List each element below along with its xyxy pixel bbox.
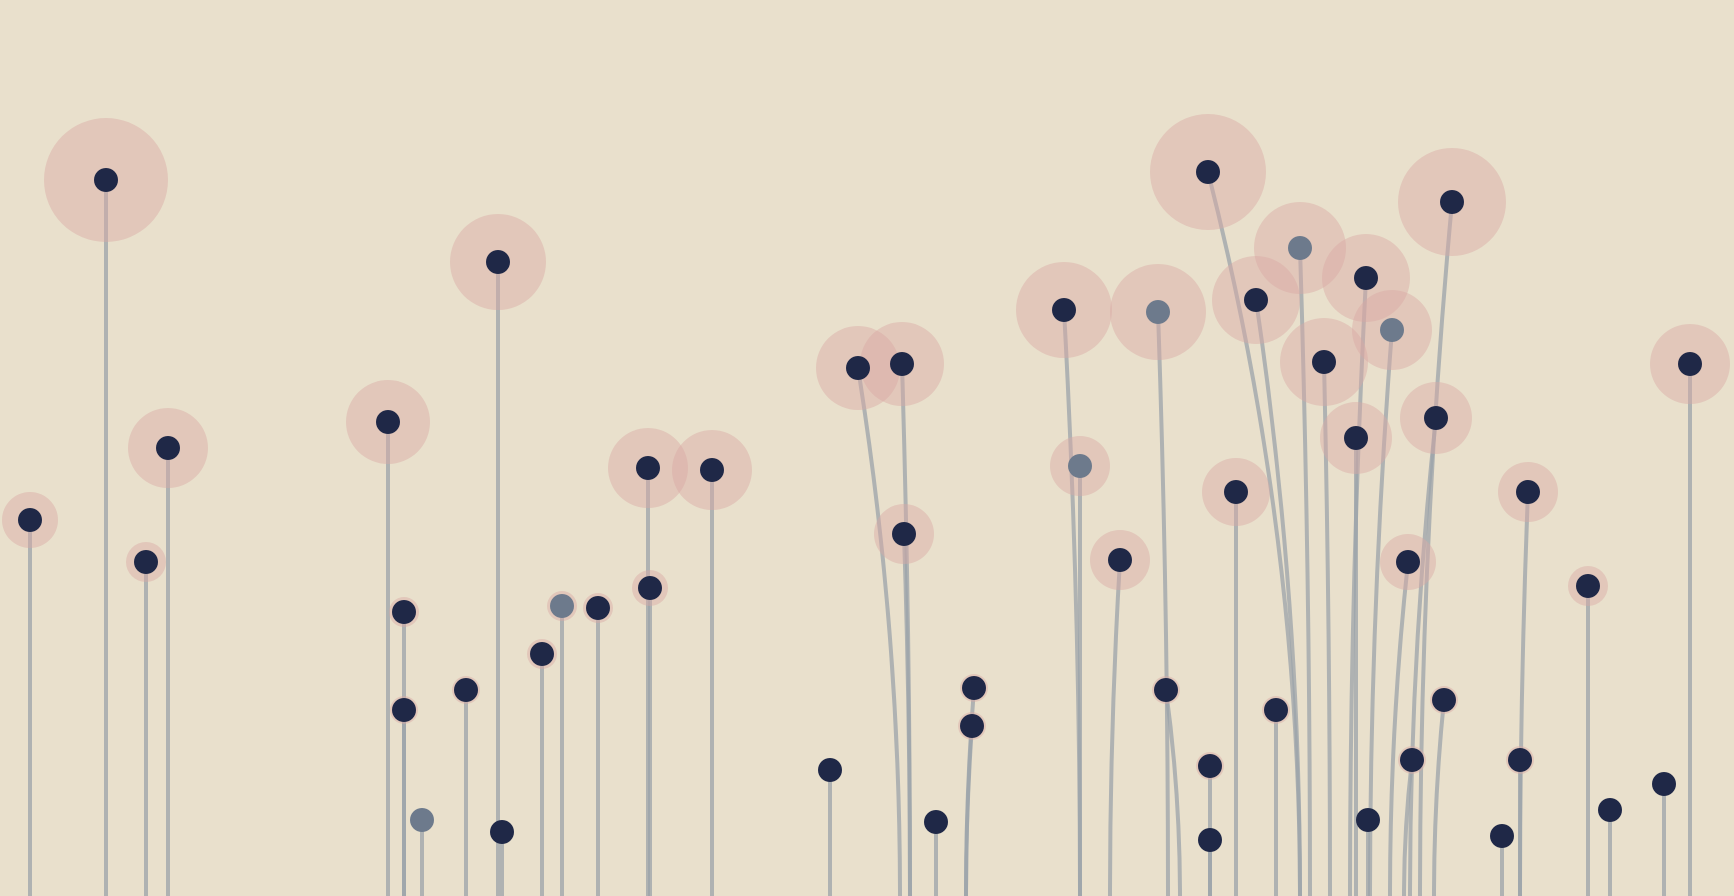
node-head	[818, 758, 842, 782]
lollipop-diagram	[0, 0, 1734, 896]
node-head	[1244, 288, 1268, 312]
node-head	[1288, 236, 1312, 260]
node-head	[1312, 350, 1336, 374]
stem	[858, 368, 900, 896]
halos-layer	[2, 114, 1730, 780]
node-head	[700, 458, 724, 482]
node-head	[1598, 798, 1622, 822]
node-head	[1440, 190, 1464, 214]
node-head	[550, 594, 574, 618]
node-head	[18, 508, 42, 532]
node-head	[960, 714, 984, 738]
node-head	[392, 600, 416, 624]
node-head	[1146, 300, 1170, 324]
node-head	[1380, 318, 1404, 342]
node-head	[1576, 574, 1600, 598]
node-head	[1400, 748, 1424, 772]
node-head	[1198, 754, 1222, 778]
node-head	[1344, 426, 1368, 450]
stem	[1158, 312, 1168, 896]
node-head	[410, 808, 434, 832]
stems-layer	[30, 172, 1690, 896]
node-head	[1052, 298, 1076, 322]
node-head	[1108, 548, 1132, 572]
node-head	[376, 410, 400, 434]
node-head	[1432, 688, 1456, 712]
node-head	[638, 576, 662, 600]
node-head	[1508, 748, 1532, 772]
node-head	[890, 352, 914, 376]
node-head	[1068, 454, 1092, 478]
node-head	[134, 550, 158, 574]
node-head	[530, 642, 554, 666]
node-head	[1154, 678, 1178, 702]
node-head	[1354, 266, 1378, 290]
stem	[1110, 560, 1120, 896]
node-head	[94, 168, 118, 192]
node-head	[962, 676, 986, 700]
node-head	[454, 678, 478, 702]
node-head	[392, 698, 416, 722]
node-head	[1490, 824, 1514, 848]
node-head	[892, 522, 916, 546]
node-head	[924, 810, 948, 834]
node-head	[1198, 828, 1222, 852]
heads-layer	[18, 160, 1702, 852]
node-head	[1424, 406, 1448, 430]
node-head	[1396, 550, 1420, 574]
node-head	[1196, 160, 1220, 184]
stem	[1434, 700, 1444, 896]
node-head	[636, 456, 660, 480]
stem	[1520, 492, 1528, 896]
node-head	[586, 596, 610, 620]
node-head	[156, 436, 180, 460]
node-head	[1516, 480, 1540, 504]
node-head	[490, 820, 514, 844]
node-head	[486, 250, 510, 274]
node-head	[1264, 698, 1288, 722]
node-head	[1224, 480, 1248, 504]
node-head	[1356, 808, 1380, 832]
node-head	[846, 356, 870, 380]
node-head	[1652, 772, 1676, 796]
node-head	[1678, 352, 1702, 376]
stem	[1064, 310, 1080, 896]
